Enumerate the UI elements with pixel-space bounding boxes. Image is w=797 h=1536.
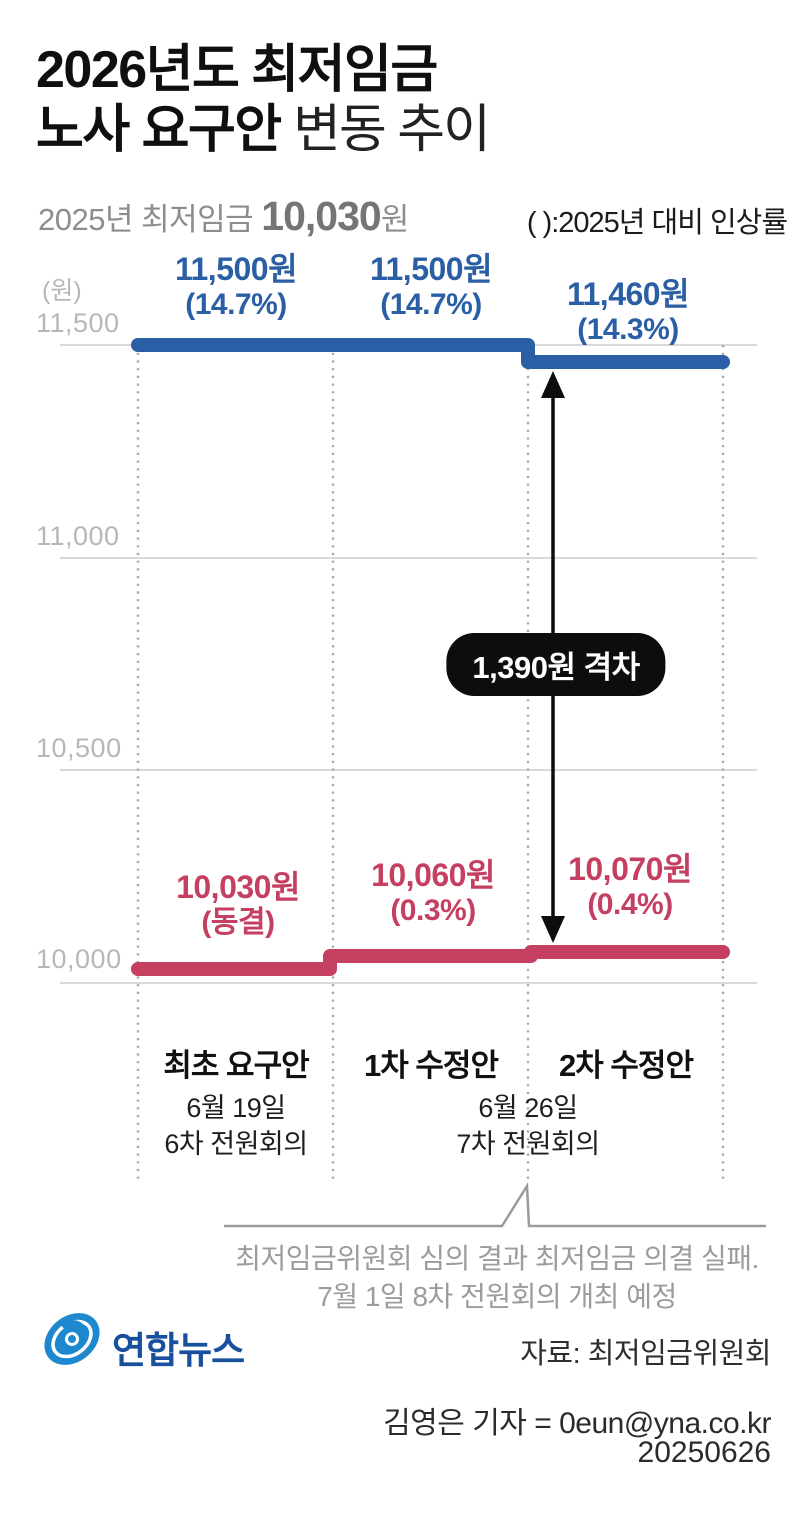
labor-step-line [131,338,730,369]
management-label-2-value: 10,070원 [568,851,692,887]
reporter-credit: 김영은 기자 = 0eun@yna.co.kr [383,1407,771,1440]
y-tick-11000: 11,000 [36,521,120,551]
labor-label-1: 11,500원 (14.7%) [369,251,493,322]
labor-label-1-pct: (14.7%) [380,288,482,321]
management-label-2-pct: (0.4%) [587,888,673,921]
y-tick-11500: 11,500 [36,308,120,338]
pct-legend-note: ( ):2025년 대비 인상률 [526,207,788,239]
yonhap-logo-text: 연합뉴스 [112,1330,245,1371]
management-label-0: 10,030원 (동결) [176,870,300,940]
labor-label-0: 11,500원 (14.7%) [174,251,298,322]
x-sublabel-0-date: 6월 19일 [186,1093,286,1123]
callout-note-line2: 7월 1일 8차 전원회의 개최 예정 [317,1281,677,1312]
x-category-2: 2차 수정안 [559,1048,694,1083]
labor-label-2-value: 11,460원 [566,276,690,312]
gap-arrow-head-down-icon [541,916,565,943]
x-sublabel-1-date: 6월 26일 [478,1093,578,1123]
management-step-line [131,945,730,976]
y-tick-10000: 10,000 [36,944,122,974]
gap-arrow-head-up-icon [541,371,565,398]
callout-note: 최저임금위원회 심의 결과 최저임금 의결 실패. 7월 1일 8차 전원회의 … [235,1240,759,1316]
labor-label-2-pct: (14.3%) [577,313,679,346]
management-label-0-value: 10,030원 [176,869,300,905]
x-sublabel-0: 6월 19일 6차 전원회의 [164,1090,308,1162]
management-label-1-value: 10,060원 [371,857,495,893]
management-label-2: 10,070원 (0.4%) [568,852,692,922]
gap-annotation-badge: 1,390원 격차 [446,633,666,696]
title-line2-light: 변동 추이 [280,101,491,159]
x-category-0: 최초 요구안 [163,1048,309,1083]
title-line2-bold: 노사 요구안 [36,101,282,159]
y-tick-10500: 10,500 [36,733,122,763]
x-sublabel-0-meeting: 6차 전원회의 [164,1129,308,1159]
page-title: 2026년도 최저임금 노사 요구안 변동 추이 [36,40,491,160]
x-category-1: 1차 수정안 [364,1048,499,1083]
x-sublabel-1: 6월 26일 7차 전원회의 [456,1090,600,1162]
labor-label-1-value: 11,500원 [369,251,493,287]
labor-label-0-value: 11,500원 [174,251,298,287]
management-label-0-pct: (동결) [201,906,275,939]
callout-bracket [224,1181,766,1228]
credit-date: 20250626 [637,1436,771,1469]
x-sublabel-1-meeting: 7차 전원회의 [456,1129,600,1159]
labor-label-2: 11,460원 (14.3%) [566,276,690,347]
management-label-1-pct: (0.3%) [390,894,476,927]
subtitle-prefix: 2025년 최저임금 [38,202,262,237]
management-label-1: 10,060원 (0.3%) [371,858,495,928]
subtitle-won: 원 [380,202,410,237]
labor-label-0-pct: (14.7%) [185,288,287,321]
yonhap-logo-icon [44,1313,100,1365]
title-line1: 2026년도 최저임금 [36,41,438,99]
callout-note-line1: 최저임금위원회 심의 결과 최저임금 의결 실패. [235,1243,759,1274]
subtitle-value: 10,030 [261,193,381,239]
source-text: 자료: 최저임금위원회 [520,1338,771,1370]
y-axis-unit: (원) [42,277,82,305]
subtitle-current-wage: 2025년 최저임금 10,030원 [38,193,409,240]
